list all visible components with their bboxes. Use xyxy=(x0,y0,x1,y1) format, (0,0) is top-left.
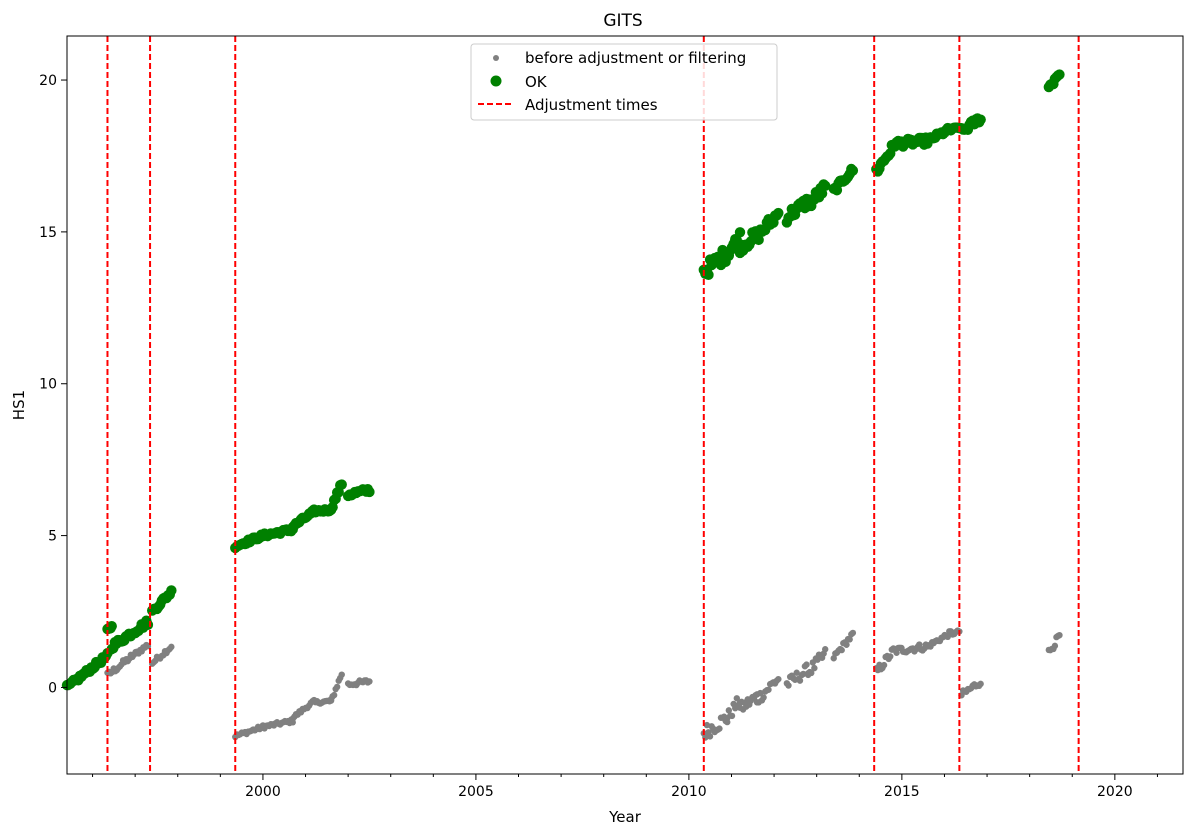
before-point xyxy=(338,671,345,678)
before-point xyxy=(168,643,175,651)
y-tick-label: 15 xyxy=(39,225,57,241)
before-point xyxy=(785,682,792,689)
legend-box xyxy=(470,43,778,121)
ok-point xyxy=(820,180,831,192)
before-point xyxy=(822,646,829,653)
before-point xyxy=(775,675,782,683)
series-ok xyxy=(61,69,1065,691)
before-point xyxy=(893,649,900,656)
x-tick-label: 2005 xyxy=(458,784,494,800)
before-point xyxy=(765,686,772,693)
before-point xyxy=(838,646,845,654)
before-point xyxy=(1056,631,1063,639)
before-point xyxy=(366,678,373,685)
x-tick-label: 2015 xyxy=(884,784,920,800)
before-point xyxy=(800,670,807,678)
before-point xyxy=(1051,642,1059,650)
ok-point xyxy=(773,207,784,219)
ok-point xyxy=(142,619,154,631)
ok-point xyxy=(703,269,714,281)
plot-area xyxy=(61,36,1080,774)
ok-point xyxy=(734,227,746,238)
before-point xyxy=(843,641,850,648)
before-point xyxy=(728,712,736,720)
y-tick-label: 0 xyxy=(48,680,57,696)
before-point xyxy=(846,636,853,643)
before-point xyxy=(803,661,810,668)
legend-marker-ok xyxy=(490,75,502,87)
before-point xyxy=(887,653,894,660)
before-point xyxy=(757,689,764,697)
before-point xyxy=(880,661,888,669)
axis-ticks: 2000 2005 2010 2015 2020 0 5 10 15 20 xyxy=(39,73,1158,800)
before-point xyxy=(333,683,341,691)
ok-point xyxy=(106,620,117,632)
legend-label-adjust: Adjustment times xyxy=(525,96,658,114)
x-tick-label: 2010 xyxy=(671,784,707,800)
before-point xyxy=(716,725,723,732)
series-adjustment-times xyxy=(106,36,1080,774)
before-point xyxy=(706,733,714,740)
before-point xyxy=(811,664,818,672)
x-axis-title: Year xyxy=(608,808,642,826)
ok-point xyxy=(753,234,764,246)
before-point xyxy=(796,677,804,684)
ok-point xyxy=(364,486,375,498)
before-point xyxy=(849,629,857,637)
chart-title: GITS xyxy=(603,11,642,31)
legend-marker-before xyxy=(493,55,499,61)
y-axis-title: HS1 xyxy=(10,390,28,420)
before-point xyxy=(760,694,767,701)
before-point xyxy=(808,669,815,677)
ok-point xyxy=(1054,69,1065,80)
x-tick-label: 2000 xyxy=(245,784,281,800)
before-point xyxy=(330,691,338,699)
before-point xyxy=(916,641,923,648)
y-tick-label: 10 xyxy=(39,377,57,393)
legend-label-ok: OK xyxy=(525,73,548,91)
axes-frame xyxy=(66,35,1184,775)
ok-point xyxy=(166,585,177,596)
before-point xyxy=(725,707,733,714)
x-tick-label: 2020 xyxy=(1097,784,1133,800)
y-tick-label: 20 xyxy=(39,73,57,89)
ok-point xyxy=(847,165,859,176)
ok-point xyxy=(336,479,347,490)
before-point xyxy=(793,669,800,676)
legend-label-before: before adjustment or filtering xyxy=(525,49,746,67)
y-tick-label: 5 xyxy=(48,529,57,545)
ok-point xyxy=(975,114,986,125)
before-point xyxy=(977,680,984,688)
legend: before adjustment or filtering OK Adjust… xyxy=(470,43,778,121)
